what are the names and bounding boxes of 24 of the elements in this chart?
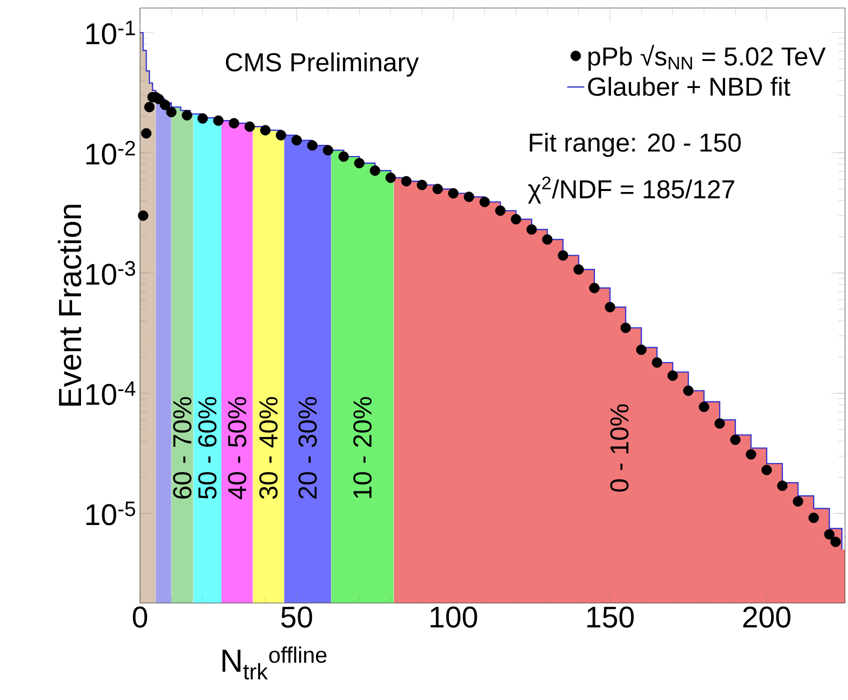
band-label: 0 - 10% bbox=[610, 404, 629, 492]
y-tick-label: 10$^{-1}$ bbox=[86, 20, 135, 44]
band-label: 30 - 40% bbox=[259, 397, 278, 499]
x-axis-title: N$_{trk}$offline bbox=[222, 646, 326, 680]
y-tick-label: 10$^{-4}$ bbox=[86, 381, 136, 406]
x-tick-label: 50 bbox=[281, 606, 312, 628]
x-tick-label: 150 bbox=[587, 606, 634, 628]
annotation: Fit range: 20 - 150 bbox=[530, 132, 741, 157]
x-tick-label: 200 bbox=[743, 606, 790, 628]
annotation: CMS Preliminary bbox=[226, 52, 419, 77]
legend-label: Glauber + NBD fit bbox=[588, 76, 790, 96]
legend-label: pPb √s$_{NN}$ = 5.02 TeV bbox=[588, 44, 826, 71]
x-tick-label: 100 bbox=[430, 606, 478, 628]
y-tick-label: 10$^{-3}$ bbox=[86, 261, 136, 285]
x-tick-label: 0 bbox=[132, 606, 148, 628]
annotation: χ$^{2}$/NDF = 185/127 bbox=[528, 176, 734, 204]
band-label: 20 - 30% bbox=[298, 397, 317, 499]
band-label: 10 - 20% bbox=[353, 397, 372, 498]
y-tick-label: 10$^{-5}$ bbox=[86, 502, 136, 526]
y-axis-title: Event Fraction bbox=[58, 204, 82, 406]
band-label: 60 - 70% bbox=[173, 397, 192, 499]
y-tick-label: 10$^{-2}$ bbox=[86, 140, 135, 165]
band-label: 40 - 50% bbox=[228, 397, 246, 500]
band-label: 50 - 60% bbox=[198, 397, 217, 499]
